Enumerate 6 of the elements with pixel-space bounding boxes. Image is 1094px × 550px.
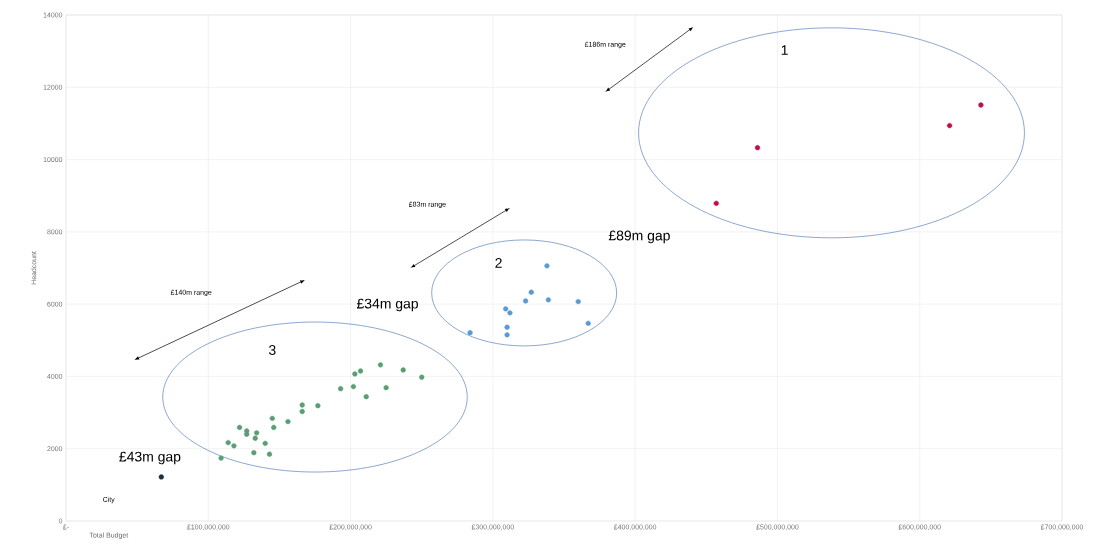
annotation: 3 bbox=[268, 345, 276, 355]
annotation: £89m gap bbox=[608, 230, 670, 244]
annotation: £43m gap bbox=[119, 451, 181, 465]
annotation: 1 bbox=[781, 45, 788, 55]
annotation: 2 bbox=[495, 258, 502, 268]
annotation: £34m gap bbox=[356, 298, 418, 312]
